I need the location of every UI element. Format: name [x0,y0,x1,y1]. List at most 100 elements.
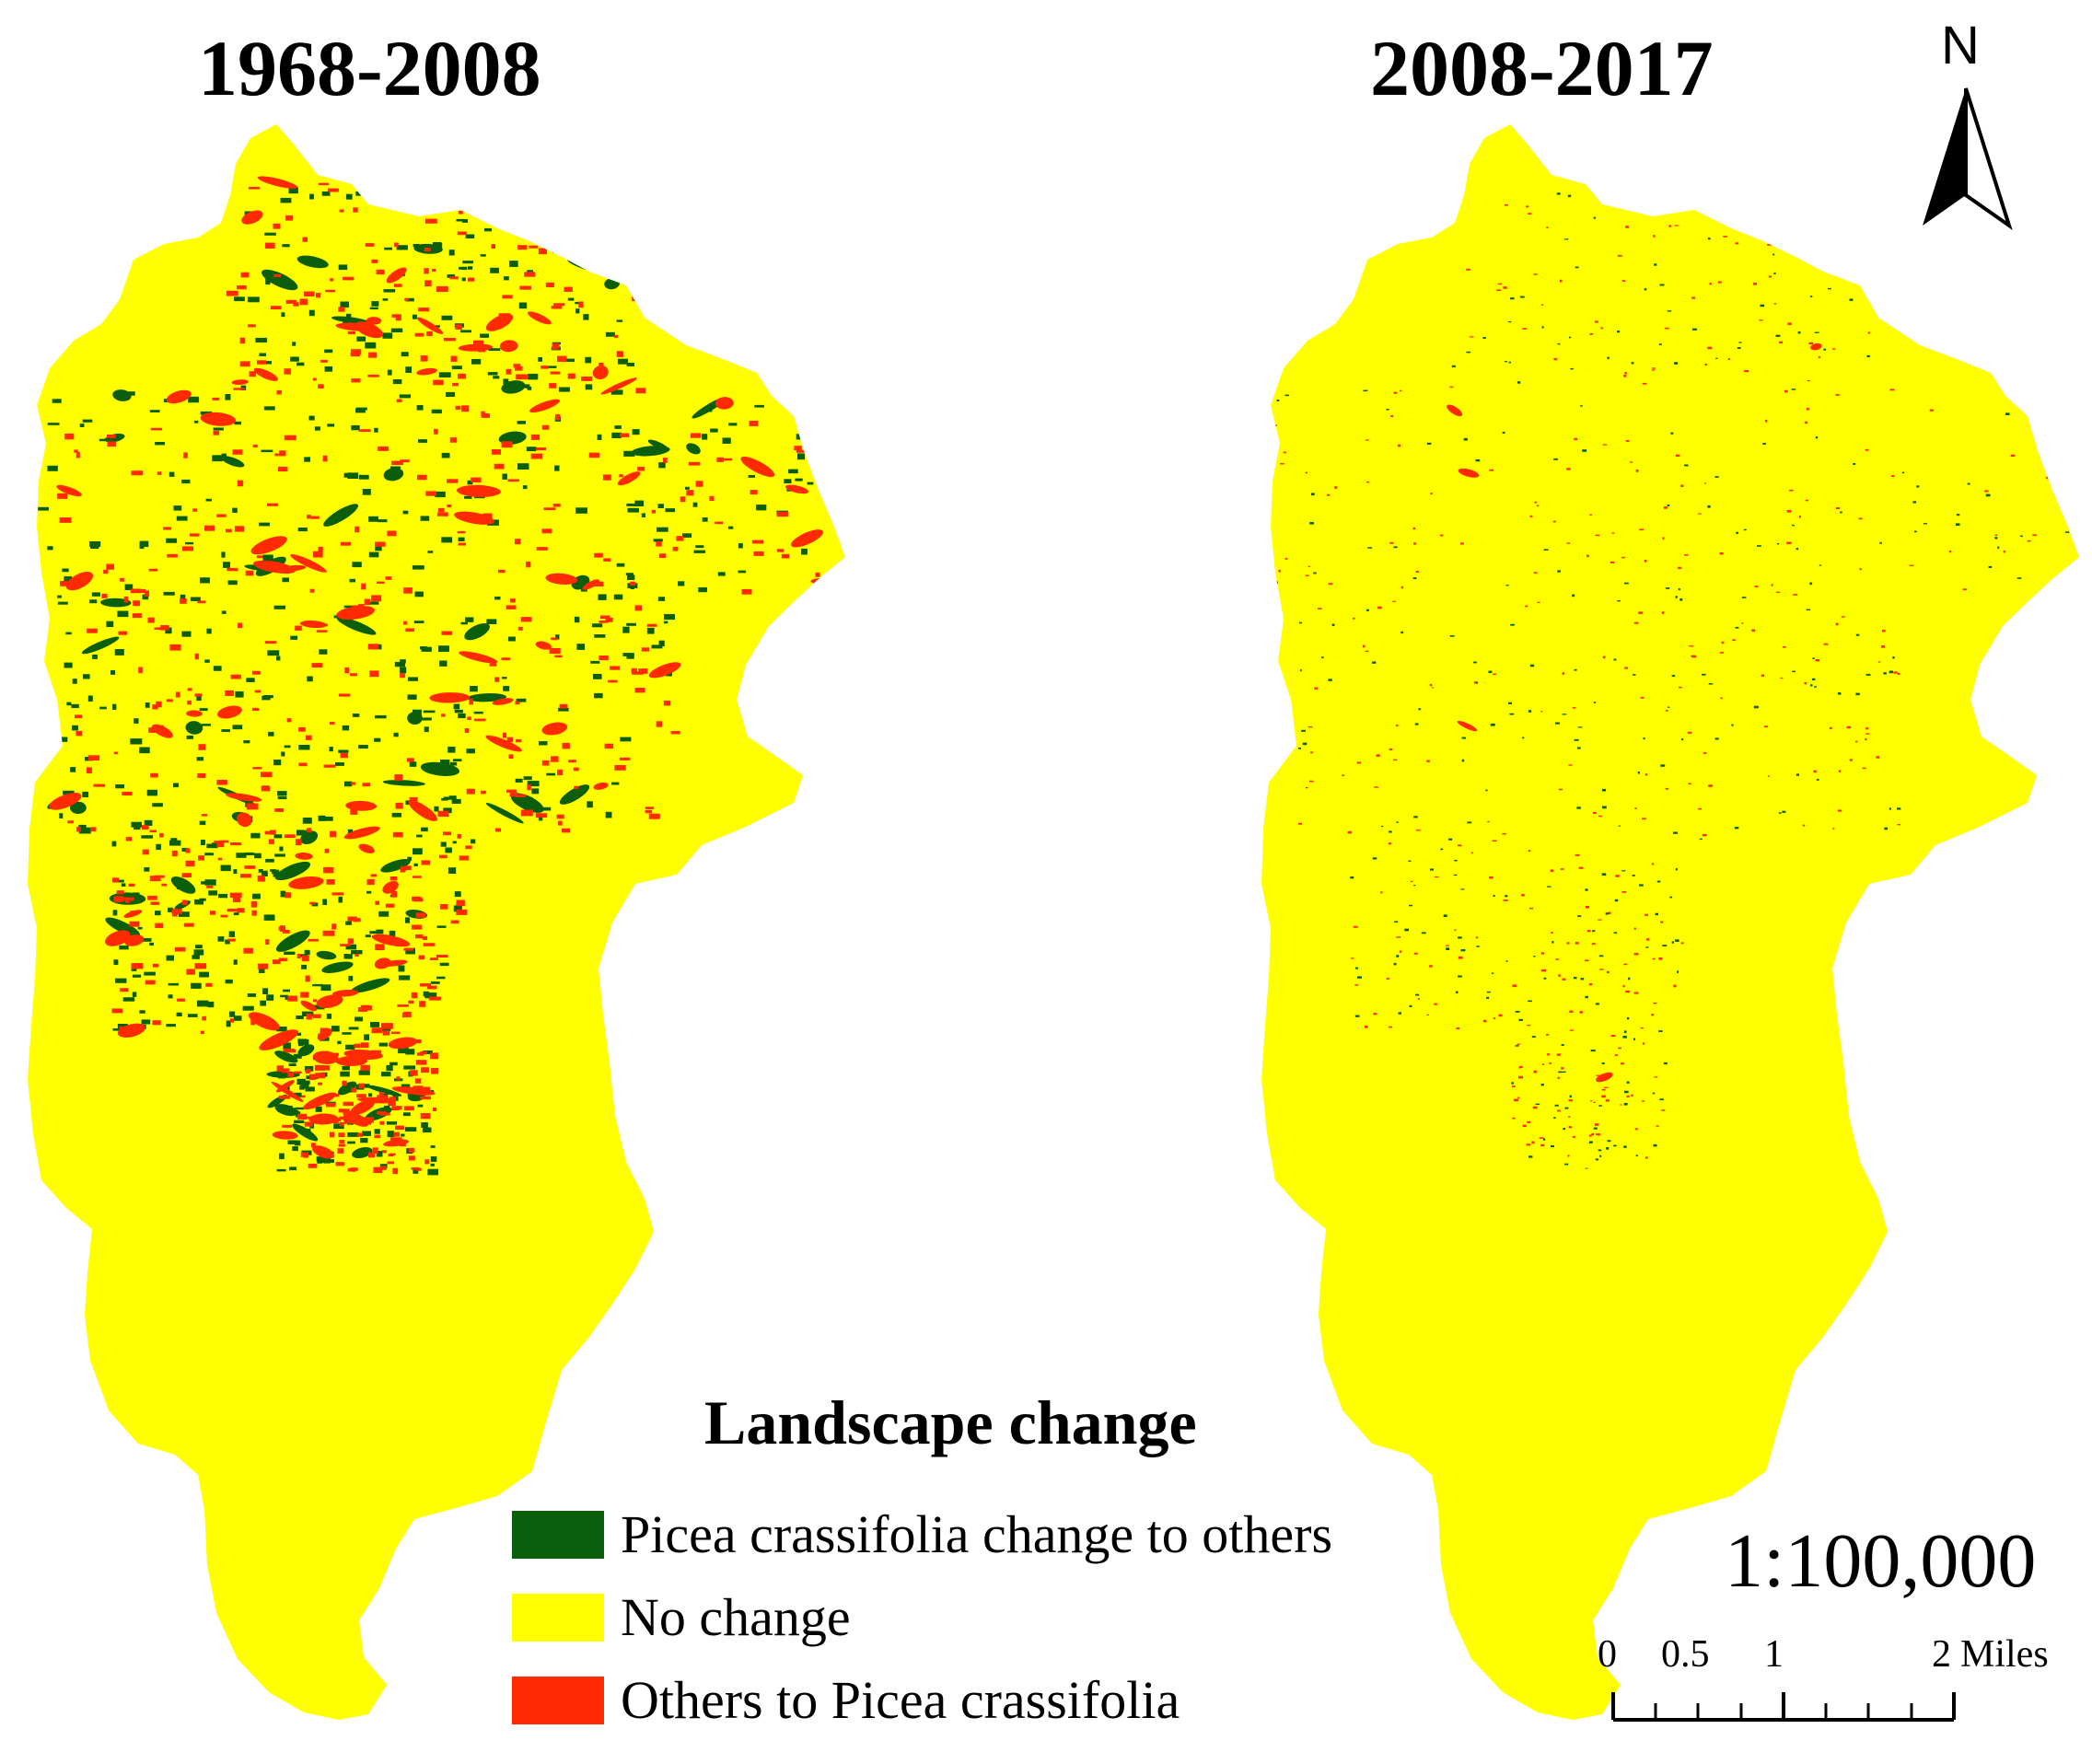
change-patch-to-picea [318,1082,322,1085]
change-patch-to-picea [122,791,133,796]
change-patch-to-picea [368,1152,376,1158]
change-patch-to-others [405,297,414,302]
change-patch-to-picea [1579,1011,1583,1014]
change-patch-to-picea [1551,932,1553,934]
change-patch-to-picea [338,1143,345,1147]
change-patch-to-picea [354,918,361,923]
change-patch-to-others [1504,361,1508,363]
change-patch-to-others [1580,978,1585,981]
change-patch-to-picea [656,541,662,547]
change-patch-to-picea [1761,674,1765,677]
change-patch-to-others [470,686,478,692]
change-patch-to-picea [360,1064,370,1071]
change-patch-to-others [695,545,704,549]
change-patch-to-picea [309,1073,316,1080]
change-patch-to-picea [369,670,379,678]
change-patch-to-others [1762,443,1766,445]
change-patch-to-picea [1376,754,1380,757]
change-patch-to-picea [540,366,549,369]
change-patch-to-others [1665,587,1670,589]
change-patch-to-picea [133,600,141,607]
change-patch-to-others [1475,459,1481,462]
change-patch-to-others [47,546,53,551]
change-patch-to-picea [599,621,609,623]
change-patch-to-picea [76,451,80,458]
change-patch-to-others [515,228,524,234]
change-patch-to-picea [404,865,412,870]
change-patch-to-picea [1600,327,1603,330]
change-patch-to-picea [455,183,459,189]
change-patch-to-picea [553,303,565,307]
change-patch-to-picea [458,542,466,546]
change-patch-to-picea [508,754,514,760]
change-patch-to-others [605,331,615,337]
change-patch-to-picea [1665,787,1669,790]
change-patch-to-others [132,992,137,997]
change-patch-to-picea [248,1012,280,1031]
change-patch-to-others [1554,1104,1559,1107]
change-patch-to-picea [630,581,636,586]
change-patch-to-picea [1413,952,1418,955]
change-patch-to-picea [1642,382,1647,385]
change-patch-to-picea [295,625,302,631]
change-patch-to-others [1485,789,1488,792]
change-patch-to-others [456,218,464,222]
change-patch-to-picea [1786,510,1792,513]
change-patch-to-others [1828,287,1831,290]
change-patch-to-others [1812,657,1815,659]
change-patch-to-picea [261,785,271,792]
change-patch-to-picea [166,699,173,702]
change-patch-to-others [298,745,310,750]
change-patch-to-others [1865,674,1871,676]
change-patch-to-picea [530,453,542,459]
change-patch-to-others [1734,827,1739,830]
change-patch-to-picea [377,1111,386,1115]
change-patch-to-picea [285,215,294,221]
change-patch-to-others [1623,582,1629,585]
change-patch-to-picea [545,282,554,287]
change-patch-to-picea [790,387,801,392]
change-patch-to-others [126,391,135,396]
change-patch-to-picea [620,433,629,437]
change-patch-to-picea [382,1030,389,1036]
change-patch-to-others [464,622,490,641]
panel-title-1968-2008: 1968-2008 [198,24,541,112]
change-patch-to-others [273,834,283,839]
change-patch-to-picea [226,528,232,533]
change-patch-to-picea [216,842,225,848]
change-patch-to-others [1677,970,1679,973]
change-patch-to-others [523,384,530,389]
change-patch-to-others [605,182,614,188]
change-patch-to-picea [433,379,444,386]
change-patch-to-picea [408,800,437,822]
change-patch-to-picea [599,362,604,368]
change-patch-to-others [420,761,460,777]
change-patch-to-picea [123,596,128,603]
change-patch-to-picea [157,471,162,475]
change-patch-to-picea [1328,583,1333,586]
change-patch-to-picea [1735,179,1738,180]
change-patch-to-others [632,429,640,435]
change-patch-to-others [72,679,77,684]
change-patch-to-picea [340,752,348,759]
legend-label-to-picea: Others to Picea crassifolia [621,1670,1180,1730]
change-patch-to-picea [326,879,335,885]
change-patch-to-picea [353,207,358,213]
change-patch-to-others [1590,1141,1593,1143]
change-patch-to-others [1553,1117,1556,1120]
change-patch-to-others [515,778,523,783]
change-patch-to-picea [420,1096,431,1100]
change-patch-to-picea [1929,409,1934,412]
change-patch-to-others [261,870,268,876]
change-patch-to-others [1866,354,1870,357]
change-patch-to-others [326,1013,331,1019]
change-patch-to-others [808,404,818,409]
change-patch-to-others [166,955,174,961]
change-patch-to-picea [1625,990,1631,993]
change-patch-to-others [304,949,310,956]
change-patch-to-picea [715,397,734,410]
change-patch-to-others [275,930,310,952]
change-patch-to-others [717,572,726,576]
change-patch-to-picea [506,368,512,375]
change-patch-to-others [348,1027,359,1030]
